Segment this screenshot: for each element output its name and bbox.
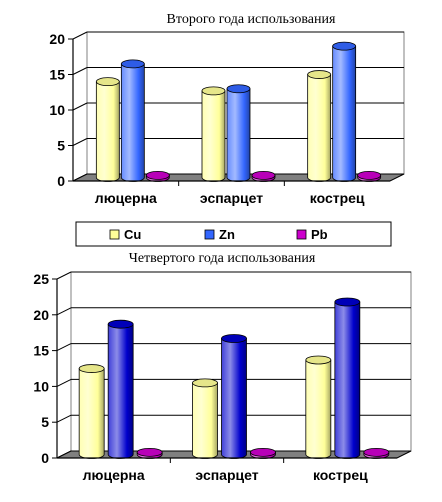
- bar-pb: [357, 170, 382, 182]
- gridline-side: [56, 343, 72, 352]
- category-label: люцерна: [83, 467, 145, 483]
- bar-cu: [192, 378, 218, 459]
- legend-swatch-pb: [296, 229, 307, 240]
- bar-cu: [307, 70, 332, 182]
- gridline-side: [56, 414, 72, 423]
- legend-swatch-zn: [204, 229, 215, 240]
- bar-cu: [305, 355, 332, 459]
- bar-zn: [332, 41, 357, 182]
- y-tick-label: 25: [33, 271, 49, 287]
- chart-2-title: Четвертого года использования: [129, 251, 316, 266]
- bar-cu: [95, 77, 120, 182]
- legend-label-pb: Pb: [311, 227, 328, 242]
- gridline-side: [56, 307, 72, 316]
- bar-pb: [250, 447, 276, 459]
- gridline-side: [56, 271, 72, 280]
- y-tick-label: 5: [41, 414, 49, 430]
- bar-zn: [107, 319, 134, 459]
- chart-1: 0 5 10 15 20 люцерна эспарцет кострец: [49, 31, 405, 206]
- gridline-side: [72, 31, 88, 40]
- bar-cu: [201, 86, 226, 182]
- legend-box: [75, 221, 392, 247]
- y-tick-label: 20: [33, 307, 49, 323]
- category-label: кострец: [310, 190, 365, 206]
- bar-pb: [251, 170, 276, 182]
- y-tick-label: 0: [41, 450, 49, 466]
- y-tick-label: 15: [33, 343, 49, 359]
- chart-1-title: Второго года использования: [167, 12, 336, 27]
- y-tick-label: 15: [49, 67, 65, 83]
- bar-zn: [221, 334, 247, 459]
- y-tick-label: 5: [57, 138, 65, 154]
- y-tick-label: 10: [49, 102, 65, 118]
- gridline-side: [56, 378, 72, 387]
- gridline-side: [72, 102, 88, 111]
- legend-swatch-cu: [109, 229, 120, 240]
- y-tick-label: 10: [33, 378, 49, 394]
- bar-cu: [78, 364, 105, 459]
- legend-label-cu: Cu: [124, 227, 141, 242]
- bar-zn: [226, 84, 251, 182]
- y-tick-label: 20: [49, 31, 65, 47]
- legend: Cu Zn Pb: [75, 221, 392, 247]
- gridline-side: [72, 67, 88, 75]
- gridline-side: [72, 138, 88, 146]
- y-tick-label: 0: [57, 173, 65, 189]
- bar-pb: [363, 447, 390, 459]
- category-label: эспарцет: [195, 467, 258, 483]
- bar-pb: [145, 170, 170, 182]
- category-label: кострец: [313, 467, 368, 483]
- category-label: эспарцет: [200, 190, 263, 206]
- legend-label-zn: Zn: [219, 227, 235, 242]
- bar-pb: [136, 447, 163, 459]
- bar-zn: [120, 59, 145, 182]
- bar-zn: [334, 297, 361, 459]
- chart-2: 0 5 10 15 20 25 люцерна эспарцет кострец: [33, 271, 412, 483]
- category-label: люцерна: [95, 190, 157, 206]
